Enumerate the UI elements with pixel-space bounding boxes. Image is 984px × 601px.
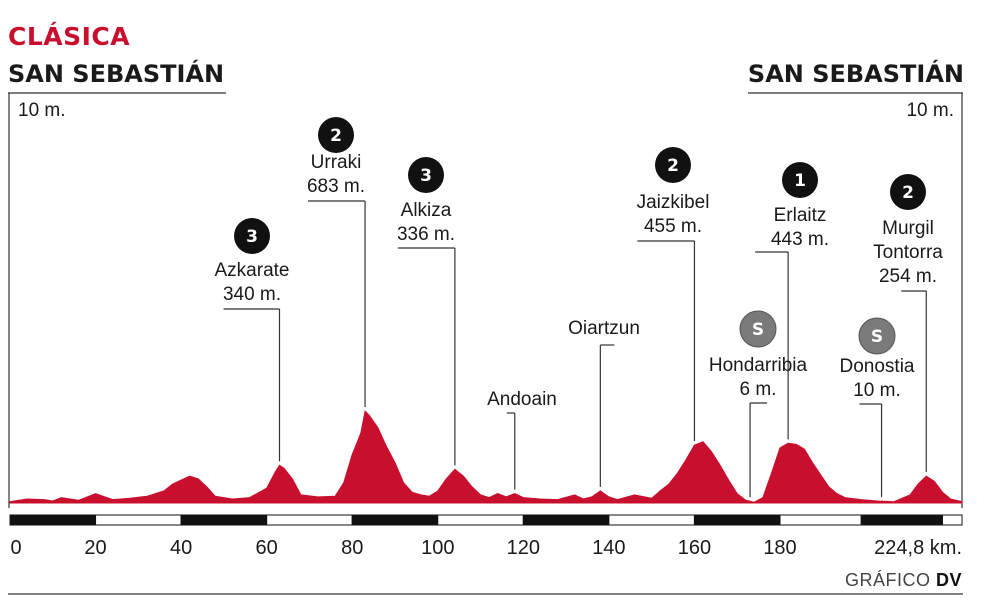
sprint-badge [858, 317, 896, 355]
distance-bar-segment [266, 514, 353, 526]
x-tick-label: 160 [678, 537, 711, 559]
climb-category-badge [234, 218, 270, 254]
climb-name: Urraki [311, 152, 362, 173]
profile-area [9, 409, 963, 504]
distance-bar-segment [351, 514, 439, 526]
credit-prefix: GRÁFICO [844, 570, 931, 590]
finish-city-label: SAN SEBASTIÁN [747, 60, 964, 88]
finish-altitude-label: 10 m. [906, 100, 954, 121]
climb-category-badge [782, 162, 818, 198]
distance-bar-segment [860, 514, 943, 526]
distance-bar-segment [779, 514, 862, 526]
climb-altitude: 336 m. [397, 224, 455, 245]
climb-category-badge [655, 147, 691, 183]
distance-bar-segment [9, 514, 97, 526]
x-tick-label: 140 [592, 537, 625, 559]
climb-category-number: 2 [902, 183, 914, 203]
sprint-badge [739, 310, 777, 348]
race-title: CLÁSICA [8, 22, 131, 51]
distance-bar-segment [180, 514, 268, 526]
climb-category-badge [318, 117, 354, 153]
climb-name: Tontorra [873, 242, 943, 263]
climb-altitude: 443 m. [771, 229, 829, 250]
climb-category-number: 2 [667, 156, 679, 176]
climb-altitude: 455 m. [644, 216, 702, 237]
climb-name: Murgil [882, 218, 934, 239]
climb-altitude: 340 m. [223, 284, 281, 305]
sprint-badge-letter: S [752, 320, 764, 340]
distance-bar-segment [95, 514, 182, 526]
x-tick-label: 100 [421, 537, 454, 559]
climb-category-number: 3 [420, 166, 432, 186]
distance-bar-segment [608, 514, 695, 526]
sprint-badge-letter: S [871, 327, 883, 347]
climb-name: Jaizkibel [637, 192, 710, 213]
x-tick-label: 40 [170, 537, 192, 559]
x-tick-label: 0 [10, 537, 21, 559]
climb-altitude: 683 m. [307, 176, 365, 197]
place-name: Andoain [487, 389, 557, 410]
sprint-name: Hondarribia [709, 355, 808, 376]
credit-brand: DV [935, 570, 962, 590]
climb-category-number: 3 [246, 227, 258, 247]
x-tick-label: 60 [256, 537, 278, 559]
climb-category-badge [408, 157, 444, 193]
place-name: Oiartzun [568, 318, 640, 339]
x-tick-label: 120 [507, 537, 540, 559]
climb-name: Erlaitz [774, 205, 827, 226]
climb-category-number: 1 [794, 171, 806, 191]
climb-name: Alkiza [401, 200, 452, 221]
climb-name: Azkarate [215, 260, 290, 281]
sprint-altitude: 6 m. [740, 379, 777, 400]
start-altitude-label: 10 m. [18, 100, 66, 121]
distance-bar-segment [522, 514, 610, 526]
start-city-label: SAN SEBASTIÁN [8, 60, 225, 88]
climb-altitude: 254 m. [879, 266, 937, 287]
sprint-name: Donostia [840, 356, 915, 377]
climb-category-number: 2 [330, 126, 342, 146]
x-tick-label: 224,8 km. [874, 537, 962, 559]
x-tick-label: 80 [341, 537, 363, 559]
distance-bar-segment [693, 514, 781, 526]
distance-bar-segment [437, 514, 524, 526]
distance-bar-segment [942, 514, 963, 526]
climb-category-badge [890, 174, 926, 210]
sprint-altitude: 10 m. [853, 380, 901, 401]
graphic-credit: GRÁFICO DV [845, 570, 962, 591]
x-tick-label: 20 [84, 537, 106, 559]
x-tick-label: 180 [763, 537, 796, 559]
